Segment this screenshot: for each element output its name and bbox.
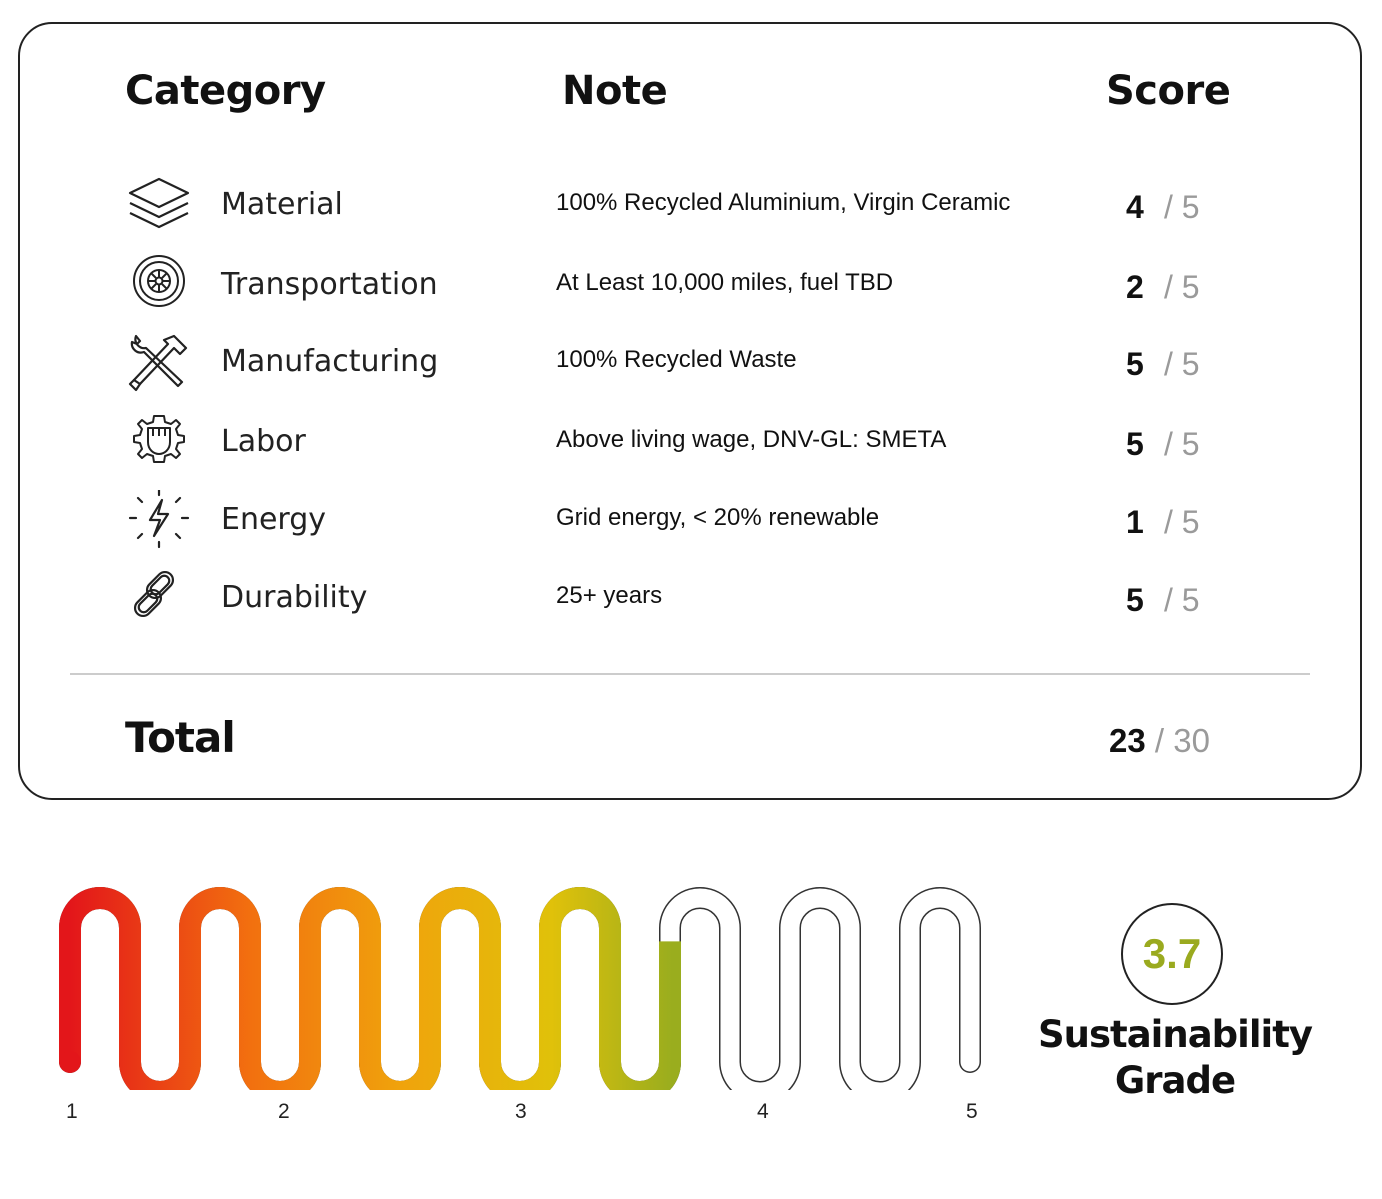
- layers-icon: [128, 177, 190, 229]
- score-card: [18, 22, 1362, 800]
- total-label: Total: [125, 713, 236, 762]
- category-label: Manufacturing: [221, 344, 439, 379]
- gauge-fill: [59, 887, 981, 1090]
- note-text: 100% Recycled Aluminium, Virgin Ceramic: [556, 189, 1011, 216]
- grade-label: Sustainability Grade: [1038, 1013, 1313, 1102]
- note-text: At Least 10,000 miles, fuel TBD: [556, 269, 894, 296]
- grade-badge: 3.7: [1121, 903, 1223, 1005]
- category-label: Labor: [221, 424, 306, 459]
- row-score: 4/ 5: [1126, 189, 1200, 225]
- note-text: 25+ years: [556, 582, 663, 609]
- sustainability-gauge: [59, 887, 981, 1090]
- category-header: Category: [125, 68, 326, 114]
- table-row: Material 100% Recycled Aluminium, Virgin…: [0, 175, 1382, 245]
- table-row: Labor Above living wage, DNV-GL: SMETA 5…: [0, 412, 1382, 482]
- gauge-scale-label: 1: [66, 1100, 78, 1123]
- gauge-track-outline: [59, 887, 981, 1090]
- lightning-icon: [128, 490, 190, 549]
- table-row: Durability 25+ years 5/ 5: [0, 568, 1382, 638]
- table-row: Manufacturing 100% Recycled Waste 5/ 5: [0, 332, 1382, 402]
- row-score: 5/ 5: [1126, 426, 1200, 462]
- note-header: Note: [562, 68, 668, 114]
- score-header: Score: [1106, 68, 1231, 114]
- row-score: 2/ 5: [1126, 269, 1200, 305]
- fist-gear-icon: [133, 415, 185, 463]
- note-text: Above living wage, DNV-GL: SMETA: [556, 426, 947, 453]
- gauge-track: [60, 888, 980, 1090]
- divider: [70, 673, 1310, 675]
- tools-icon: [128, 334, 188, 392]
- chain-link-icon: [133, 570, 175, 618]
- category-label: Durability: [221, 580, 368, 615]
- gauge-start-cap: [59, 1051, 81, 1073]
- gauge-scale-label: 2: [278, 1100, 290, 1123]
- gauge-scale-label: 4: [757, 1100, 769, 1123]
- note-text: Grid energy, < 20% renewable: [556, 504, 880, 531]
- row-score: 5/ 5: [1126, 346, 1200, 382]
- row-score: 1/ 5: [1126, 504, 1200, 540]
- gauge-scale-label: 5: [966, 1100, 978, 1123]
- note-text: 100% Recycled Waste: [556, 346, 797, 373]
- category-label: Material: [221, 187, 343, 222]
- category-label: Energy: [221, 502, 327, 537]
- tire-icon: [133, 255, 185, 307]
- total-score: 23 / 30: [1109, 722, 1210, 759]
- gauge-scale-label: 3: [515, 1100, 527, 1123]
- table-row: Transportation At Least 10,000 miles, fu…: [0, 255, 1382, 325]
- table-row: Energy Grid energy, < 20% renewable 1/ 5: [0, 490, 1382, 560]
- row-score: 5/ 5: [1126, 582, 1200, 618]
- category-label: Transportation: [221, 267, 438, 302]
